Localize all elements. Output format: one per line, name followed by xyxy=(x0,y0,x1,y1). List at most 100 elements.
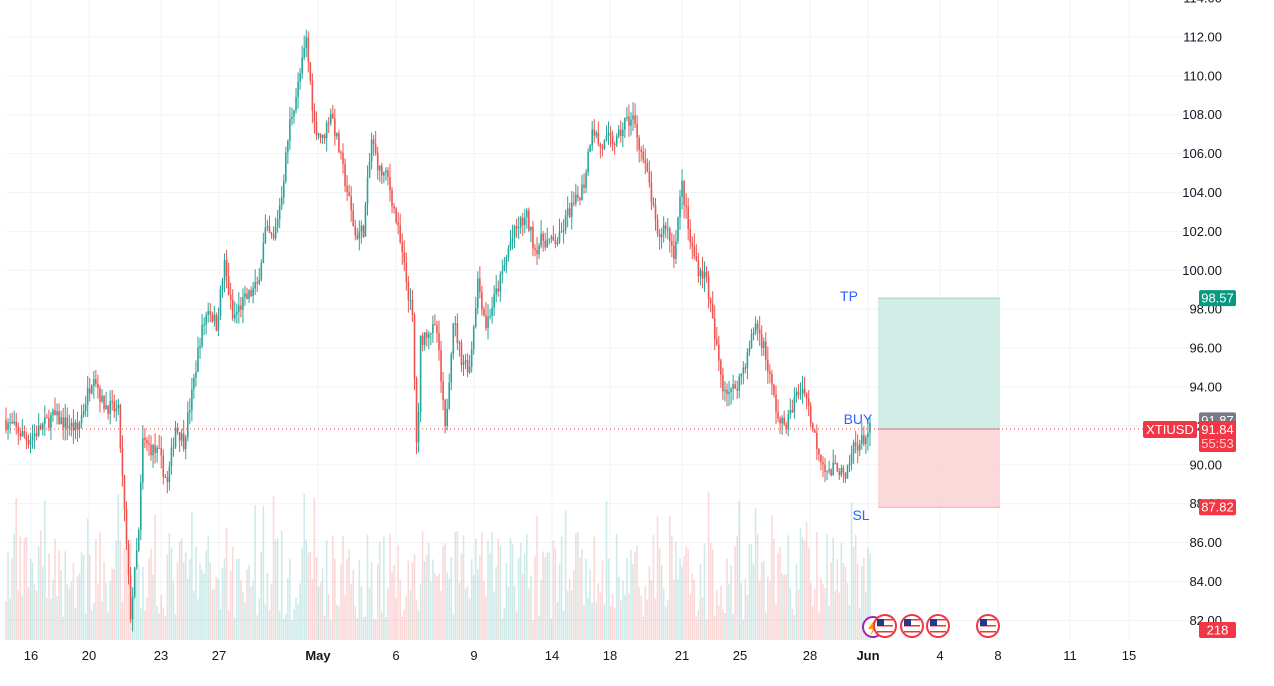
flag-stripe xyxy=(930,628,946,630)
candle-body xyxy=(495,288,497,295)
candle-body xyxy=(640,149,643,152)
sl-price-badge-text: 87.82 xyxy=(1201,500,1234,515)
volume-bar xyxy=(207,535,210,640)
candle-body xyxy=(701,270,704,279)
take-profit-zone[interactable] xyxy=(878,298,1000,430)
volume-bar xyxy=(570,590,573,640)
candle-body xyxy=(368,161,371,178)
volume-bar xyxy=(732,614,734,640)
volume-bar xyxy=(331,535,334,640)
candle-body xyxy=(319,133,322,138)
volume-bar xyxy=(711,549,714,640)
us-flag-icon[interactable] xyxy=(900,614,924,638)
buy-label: BUY xyxy=(844,411,873,427)
volume-bar xyxy=(822,584,824,640)
candle-body xyxy=(711,303,714,319)
candle-body xyxy=(742,367,745,374)
candle-body xyxy=(764,341,767,360)
volume-bar xyxy=(201,569,203,640)
x-axis[interactable]: 16 20 23 27 May 6 9 14 18 21 25 28 Jun 4 8 11 15 xyxy=(24,648,1136,663)
candle-body xyxy=(575,194,577,204)
candle-body xyxy=(854,442,857,446)
volume-bar xyxy=(115,540,118,640)
volume-bar xyxy=(860,565,863,640)
candle-body xyxy=(227,276,230,295)
us-flag-icon[interactable] xyxy=(873,614,897,638)
candle-body xyxy=(781,417,783,424)
candle-body xyxy=(325,122,328,139)
volume-text: 218 xyxy=(1207,623,1229,638)
candle-body xyxy=(50,415,52,428)
us-flag-icon[interactable] xyxy=(976,614,1000,638)
symbol-text: XTIUSD xyxy=(1146,422,1194,437)
candles xyxy=(5,29,871,632)
volume-bar xyxy=(309,551,312,640)
volume-bar xyxy=(701,597,704,640)
candle-body xyxy=(350,196,352,211)
candle-body xyxy=(31,436,34,441)
volume-bar xyxy=(172,581,175,640)
volume-bar xyxy=(656,516,659,640)
volume-bar xyxy=(68,588,71,640)
volume-bar xyxy=(430,582,432,640)
volume-bar xyxy=(119,540,122,640)
candle-body xyxy=(41,423,44,430)
volume-bar xyxy=(838,592,841,640)
candle-body xyxy=(550,236,553,239)
volume-bar xyxy=(336,605,338,640)
y-axis[interactable]: 82.0084.0086.0088.0090.0092.0094.0096.00… xyxy=(1182,0,1222,628)
candle-body xyxy=(454,323,457,325)
candle-body xyxy=(150,444,152,456)
candle-body xyxy=(309,61,312,81)
candle-body xyxy=(450,354,453,383)
position-tool[interactable]: TP BUY SL xyxy=(840,288,1000,523)
candle-body xyxy=(460,342,463,366)
volume-bar xyxy=(242,592,244,640)
volume-bar xyxy=(718,605,720,640)
candle-body xyxy=(773,384,775,395)
candle-body xyxy=(818,448,820,455)
candle-body xyxy=(221,280,224,290)
candle-body xyxy=(685,205,687,207)
volume-bar xyxy=(397,544,399,640)
volume-bar xyxy=(289,558,291,640)
candle-body xyxy=(315,121,318,136)
flag-canton xyxy=(904,619,911,626)
candle-body xyxy=(544,240,547,248)
volume-bar xyxy=(387,588,389,640)
candle-body xyxy=(573,202,575,204)
flag-stripe xyxy=(980,625,996,627)
volume-bar xyxy=(436,575,438,640)
volume-bar xyxy=(824,587,826,640)
event-markers[interactable] xyxy=(862,614,1000,638)
volume-bar xyxy=(350,583,352,640)
us-flag-icon[interactable] xyxy=(926,614,950,638)
candle-body xyxy=(168,466,171,483)
volume-bar xyxy=(852,546,855,640)
candle-body xyxy=(219,289,222,317)
candle-body xyxy=(195,371,197,378)
volume-bar xyxy=(217,578,220,640)
volume-bar xyxy=(246,568,248,640)
stop-loss-zone[interactable] xyxy=(878,429,1000,508)
candle-body xyxy=(697,260,700,277)
candle-body xyxy=(852,442,855,454)
volume-bar xyxy=(597,583,600,640)
volume-bar xyxy=(11,558,13,640)
x-tick-label: 25 xyxy=(733,648,747,663)
volume-bar xyxy=(466,585,469,640)
volume-bar xyxy=(807,547,810,640)
volume-bar xyxy=(213,588,216,640)
candle-body xyxy=(229,294,232,300)
candle-body xyxy=(595,132,598,136)
flag-stripe xyxy=(930,625,946,627)
candle-body xyxy=(769,371,771,375)
volume-bar xyxy=(64,551,67,640)
candle-body xyxy=(556,242,559,245)
candle-body xyxy=(487,316,489,329)
volume-bar xyxy=(695,616,698,640)
volume-bar xyxy=(191,511,193,640)
volume-bar xyxy=(111,568,114,640)
